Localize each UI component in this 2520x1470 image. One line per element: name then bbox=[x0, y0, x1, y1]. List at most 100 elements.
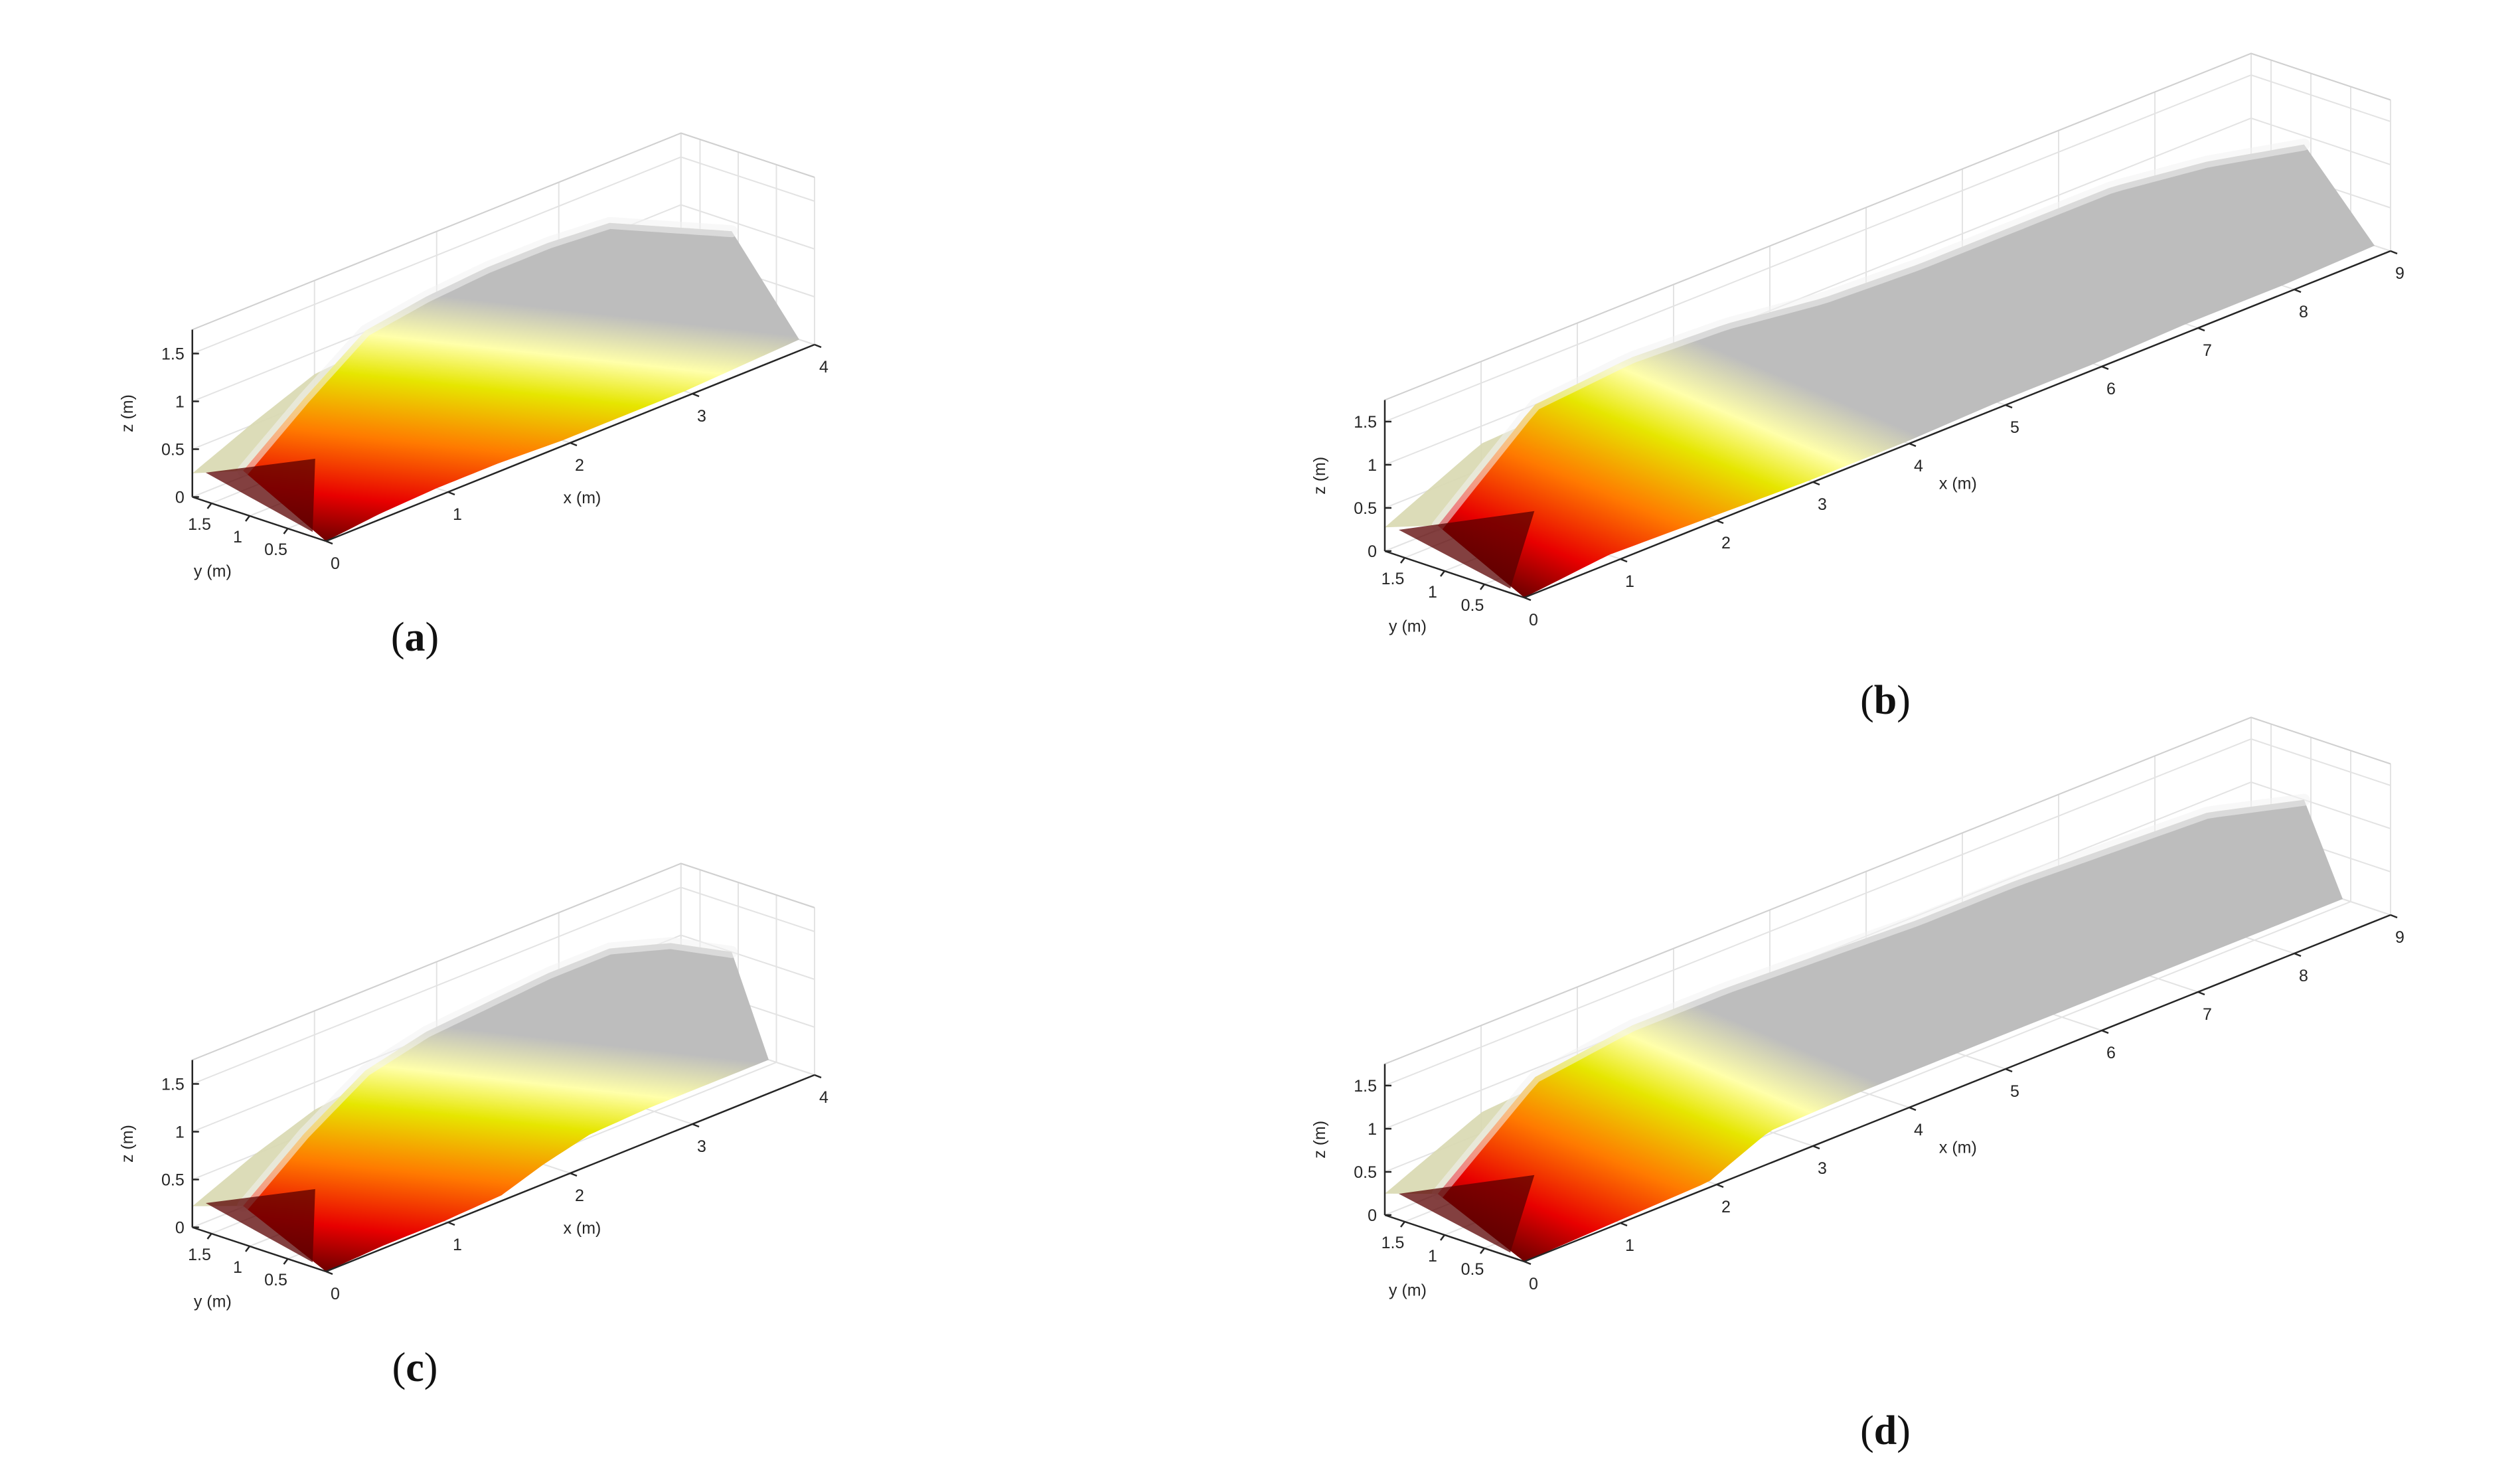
z-axis-label: z (m) bbox=[118, 394, 137, 432]
x-axis bbox=[1524, 914, 2391, 1263]
x-tick bbox=[814, 343, 822, 349]
caption-close: ) bbox=[1897, 1408, 1911, 1453]
z-tick-label: 1 bbox=[175, 1123, 185, 1142]
panel-caption: (a) bbox=[391, 615, 439, 660]
x-tick-label: 4 bbox=[1914, 457, 1923, 475]
y-tick bbox=[206, 1233, 212, 1240]
x-tick bbox=[692, 1123, 700, 1128]
box-edge bbox=[1384, 52, 2391, 401]
panel-caption: (d) bbox=[1860, 1408, 1911, 1453]
box-edge bbox=[1384, 716, 2391, 1065]
caption-close: ) bbox=[1897, 678, 1911, 723]
x-tick bbox=[2294, 288, 2302, 293]
x-tick-label: 4 bbox=[819, 358, 828, 376]
z-tick-label: 1.5 bbox=[161, 345, 185, 364]
x-tick bbox=[1716, 519, 1724, 525]
y-tick bbox=[1480, 1248, 1485, 1254]
y-tick bbox=[283, 528, 289, 534]
x-tick bbox=[2101, 1029, 2109, 1034]
y-tick-label: 1 bbox=[1428, 1247, 1437, 1266]
y-tick-label: 0.5 bbox=[264, 1271, 287, 1289]
x-tick bbox=[1524, 1260, 1532, 1266]
z-tick-label: 0 bbox=[175, 489, 185, 507]
x-tick-label: 1 bbox=[453, 505, 462, 524]
x-tick-label: 5 bbox=[2010, 1082, 2019, 1101]
y-tick bbox=[283, 1258, 289, 1265]
x-tick bbox=[2197, 327, 2205, 332]
y-tick-label: 1.5 bbox=[1381, 570, 1405, 588]
caption-open: ( bbox=[391, 615, 405, 660]
surface-shadow bbox=[205, 458, 315, 532]
x-tick bbox=[2390, 914, 2398, 919]
x-tick-label: 1 bbox=[453, 1236, 462, 1254]
grid-line bbox=[1384, 74, 2391, 422]
x-tick-label: 0 bbox=[1529, 1275, 1538, 1293]
surface-crest bbox=[237, 216, 738, 477]
x-tick bbox=[447, 491, 455, 496]
x-tick bbox=[2197, 991, 2205, 996]
surface bbox=[243, 943, 769, 1271]
x-tick-label: 2 bbox=[1721, 534, 1731, 552]
z-tick-label: 1.5 bbox=[161, 1076, 185, 1094]
surface-shadow bbox=[1399, 1175, 1535, 1253]
x-tick bbox=[2005, 1068, 2013, 1073]
z-tick-label: 1 bbox=[1368, 1120, 1377, 1139]
caption-close: ) bbox=[426, 615, 439, 660]
y-tick bbox=[1440, 570, 1445, 577]
y-tick bbox=[1480, 584, 1485, 590]
y-axis-label: y (m) bbox=[1389, 617, 1427, 636]
x-tick-label: 6 bbox=[2106, 380, 2116, 398]
z-tick-label: 0.5 bbox=[1354, 499, 1377, 518]
x-tick bbox=[2101, 365, 2109, 370]
caption-letter: c bbox=[406, 1345, 424, 1390]
surface-shadow bbox=[1399, 511, 1535, 589]
y-axis bbox=[1384, 1214, 1525, 1263]
z-tick-label: 1.5 bbox=[1354, 413, 1377, 432]
caption-open: ( bbox=[1860, 1408, 1874, 1453]
y-tick-label: 1.5 bbox=[188, 515, 211, 534]
y-tick bbox=[1440, 1234, 1445, 1241]
z-tick-label: 0 bbox=[1368, 1206, 1377, 1225]
panel-caption: (b) bbox=[1860, 678, 1911, 723]
caption-close: ) bbox=[424, 1345, 438, 1390]
y-tick-label: 0.5 bbox=[1461, 596, 1484, 615]
x-tick bbox=[2390, 250, 2398, 255]
caption-open: ( bbox=[392, 1345, 406, 1390]
x-axis-label: x (m) bbox=[1939, 1139, 1977, 1157]
caption-letter: b bbox=[1874, 678, 1897, 723]
x-tick-label: 7 bbox=[2203, 341, 2212, 360]
z-tick-label: 0.5 bbox=[161, 1171, 185, 1190]
surface bbox=[1437, 799, 2343, 1262]
x-tick bbox=[325, 1270, 333, 1275]
x-tick-label: 8 bbox=[2299, 303, 2308, 321]
z-axis-label: z (m) bbox=[1310, 457, 1329, 495]
x-axis-label: x (m) bbox=[563, 1219, 601, 1238]
x-tick-label: 0 bbox=[331, 1285, 340, 1303]
y-tick bbox=[245, 515, 250, 522]
grid-line bbox=[192, 886, 815, 1085]
surface-crest bbox=[237, 937, 738, 1212]
x-tick-label: 4 bbox=[819, 1088, 828, 1107]
x-tick bbox=[1620, 558, 1628, 563]
y-tick-label: 0.5 bbox=[264, 540, 287, 559]
x-tick-label: 2 bbox=[1721, 1198, 1731, 1216]
x-tick-label: 4 bbox=[1914, 1121, 1923, 1139]
x-tick bbox=[570, 1172, 578, 1177]
z-tick-label: 0 bbox=[175, 1219, 185, 1238]
surface-shadow bbox=[205, 1188, 315, 1263]
y-axis bbox=[192, 496, 327, 542]
grid-line bbox=[192, 934, 815, 1133]
x-tick-label: 9 bbox=[2395, 928, 2404, 947]
x-tick-label: 2 bbox=[575, 1186, 584, 1205]
x-tick-label: 8 bbox=[2299, 967, 2308, 985]
y-axis bbox=[1384, 550, 1525, 599]
y-tick bbox=[1400, 557, 1405, 564]
x-tick bbox=[570, 442, 578, 447]
caption-letter: a bbox=[405, 615, 426, 660]
x-tick bbox=[814, 1074, 822, 1079]
y-tick bbox=[245, 1246, 250, 1252]
y-tick-label: 1 bbox=[1428, 583, 1437, 602]
x-tick-label: 3 bbox=[697, 1137, 706, 1156]
